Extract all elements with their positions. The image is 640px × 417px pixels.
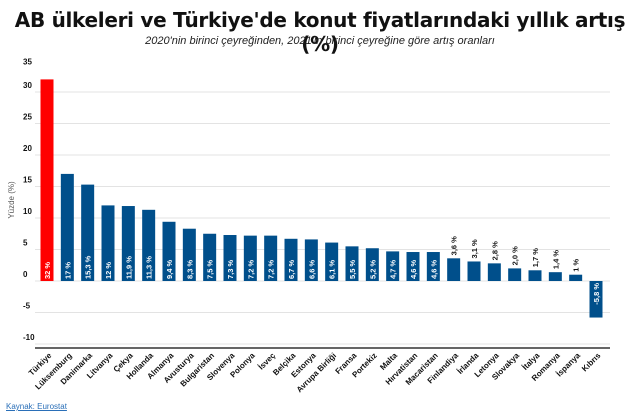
bar (548, 272, 562, 281)
bar-value-label: 6,7 % (287, 259, 296, 279)
bar (162, 221, 176, 281)
bar (528, 270, 542, 281)
bar-value-label: 32 % (43, 262, 52, 279)
bar-value-label: 12 % (104, 262, 113, 279)
bar (589, 281, 603, 318)
bar (426, 252, 440, 281)
bar (40, 79, 54, 282)
bar (81, 184, 95, 281)
y-tick-label: -5 (23, 302, 31, 311)
chart-subtitle: 2020'nin birinci çeyreğinden, 2021'in bi… (145, 35, 495, 47)
y-tick-label: 5 (23, 239, 28, 248)
bar (325, 242, 339, 281)
y-tick-label: 35 (23, 58, 32, 67)
bar-value-label: -5,8 % (592, 283, 601, 305)
bar-value-label: 4,6 % (429, 259, 438, 279)
bar-value-label: 2,0 % (511, 246, 520, 266)
bar (365, 248, 379, 281)
bar-value-label: 6,1 % (328, 259, 337, 279)
bar (487, 263, 501, 281)
bar-value-label: 17 % (63, 262, 72, 279)
bar (345, 246, 359, 281)
bar-value-label: 15,3 % (84, 255, 93, 279)
bar-value-label: 3,6 % (450, 236, 459, 256)
bar (508, 268, 522, 281)
bar (223, 235, 237, 281)
bar-value-label: 4,7 % (389, 259, 398, 279)
x-axis-labels: TürkiyeLüksemburgDanimarkaLitvanyaÇekyaH… (27, 351, 603, 395)
y-axis-ticks: 35 30 25 20 15 10 5 0 -5 -10 (23, 58, 35, 343)
bar (467, 261, 481, 281)
bar-value-label: 5,5 % (348, 259, 357, 279)
bar (121, 206, 135, 281)
bar-value-label: 1,4 % (551, 250, 560, 270)
bar (406, 252, 420, 281)
bar-value-label: 5,2 % (368, 259, 377, 279)
bar (203, 233, 217, 281)
bars: 32 % 17 % 15,3 % 12 % 11,9 % 11,3 % 9,4 % 8,3 %… (40, 79, 603, 318)
y-tick-label: 10 (23, 207, 32, 216)
bar (569, 274, 583, 281)
x-category-label: Kıbrıs (580, 351, 603, 374)
bar-value-label: 7,2 % (267, 259, 276, 279)
bar (60, 173, 74, 281)
y-tick-label: 0 (23, 270, 28, 279)
bar-value-label: 7,5 % (206, 259, 215, 279)
gridlines (35, 91, 610, 345)
bar (142, 209, 156, 281)
bar-value-label: 7,3 % (226, 259, 235, 279)
y-tick-label: 20 (23, 144, 32, 153)
bar-value-label: 8,3 % (185, 259, 194, 279)
y-tick-label: -10 (23, 333, 35, 342)
bar-value-label: 9,4 % (165, 259, 174, 279)
bar-value-label: 6,6 % (307, 259, 316, 279)
bar (304, 239, 318, 281)
y-axis-label: Yüzde (%) (7, 181, 16, 219)
bar-value-label: 1 % (572, 258, 581, 271)
bar-value-label: 2,8 % (490, 241, 499, 261)
bar (182, 228, 196, 281)
source-link[interactable]: Kaynak: Eurostat (6, 402, 67, 411)
bar (386, 251, 400, 281)
bar-value-label: 11,3 % (145, 256, 154, 279)
bar-value-label: 11,9 % (124, 256, 133, 279)
bar (447, 258, 461, 281)
y-tick-label: 30 (23, 81, 32, 90)
y-tick-label: 15 (23, 176, 32, 185)
chart-title: AB ülkeleri ve Türkiye'de konut fiyatlar… (14, 8, 626, 56)
bar-value-label: 3,1 % (470, 239, 479, 259)
bar-value-label: 1,7 % (531, 248, 540, 268)
bar-value-label: 4,6 % (409, 259, 418, 279)
bar (264, 235, 278, 281)
y-tick-label: 25 (23, 113, 32, 122)
bar (101, 205, 115, 281)
bar (284, 238, 298, 281)
bar (243, 235, 257, 281)
bar-value-label: 7,2 % (246, 259, 255, 279)
